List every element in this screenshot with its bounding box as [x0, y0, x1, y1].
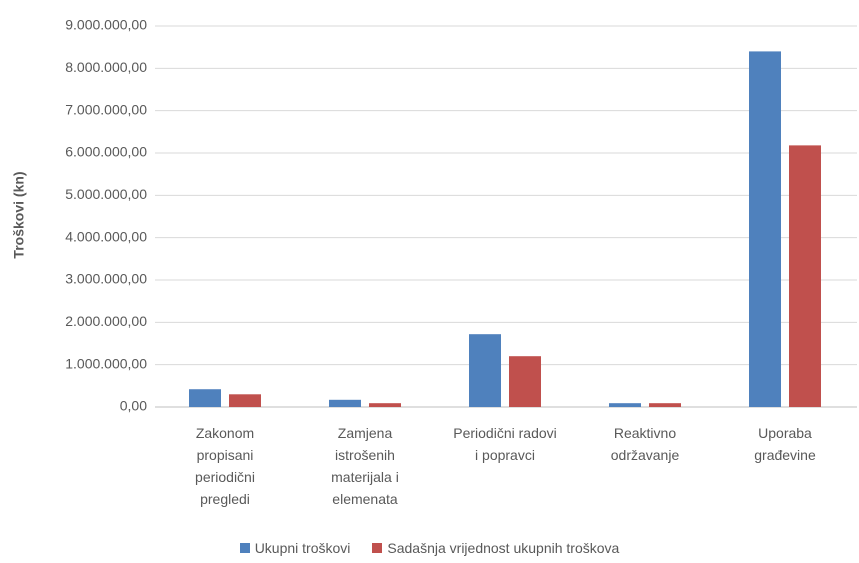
- x-tick-label: Zakonom propisani periodični pregledi: [195, 425, 255, 507]
- legend-swatch: [239, 543, 250, 553]
- y-tick-label: 8.000.000,00: [65, 59, 147, 75]
- legend-label: Ukupni troškovi: [254, 540, 351, 556]
- bar: [609, 403, 641, 407]
- legend: Ukupni troškovi Sadašnja vrijednost ukupn…: [0, 540, 859, 556]
- y-tick-label: 3.000.000,00: [65, 271, 147, 287]
- y-tick-label: 9.000.000,00: [65, 17, 147, 33]
- bar: [649, 403, 681, 407]
- y-tick-label: 1.000.000,00: [65, 355, 147, 371]
- x-tick-label: Zamjena istrošenih materijala i elemenat…: [331, 425, 399, 507]
- bar: [229, 394, 261, 407]
- y-tick-label: 6.000.000,00: [65, 144, 147, 160]
- bar: [469, 334, 501, 407]
- y-tick-label: 5.000.000,00: [65, 186, 147, 202]
- bar: [509, 356, 541, 407]
- legend-item: Ukupni troškovi: [239, 540, 351, 556]
- bar: [749, 51, 781, 408]
- x-tick-label: Periodični radovi i popravci: [453, 425, 557, 463]
- legend-item: Sadašnja vrijednost ukupnih troškova: [372, 540, 619, 556]
- bar: [189, 389, 221, 407]
- x-tick-label: Reaktivno održavanje: [610, 425, 680, 463]
- y-axis-label: Troškovi (kn): [11, 171, 27, 258]
- y-tick-label: 2.000.000,00: [65, 313, 147, 329]
- bar: [789, 145, 821, 407]
- y-tick-label: 4.000.000,00: [65, 228, 147, 244]
- legend-swatch: [372, 543, 383, 553]
- bar: [329, 399, 361, 407]
- bar: [369, 403, 401, 407]
- x-tick-label: Uporaba građevine: [754, 425, 816, 463]
- legend-label: Sadašnja vrijednost ukupnih troškova: [387, 540, 620, 556]
- y-tick-label: 7.000.000,00: [65, 101, 147, 117]
- y-tick-label: 0,00: [120, 398, 147, 414]
